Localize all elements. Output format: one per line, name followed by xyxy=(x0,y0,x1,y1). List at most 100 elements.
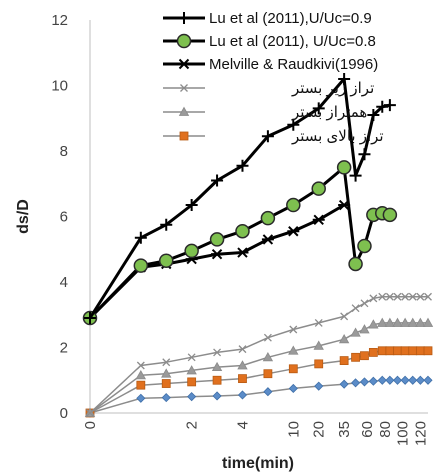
data-point xyxy=(369,294,378,303)
data-point xyxy=(288,364,298,374)
axes xyxy=(89,20,428,414)
legend-item: تراز زیر بستر xyxy=(163,80,374,97)
data-point xyxy=(422,317,434,327)
data-point xyxy=(261,130,274,143)
y-tick-labels: 0 2 4 6 8 10 12 xyxy=(51,12,68,422)
series-line xyxy=(89,295,428,414)
data-point xyxy=(338,72,351,85)
data-point xyxy=(263,333,272,342)
data-point xyxy=(212,391,222,401)
data-point xyxy=(176,33,192,49)
y-tick-label: 8 xyxy=(60,143,68,160)
data-point xyxy=(236,247,249,258)
data-point xyxy=(424,292,432,301)
data-point xyxy=(178,58,190,70)
legend-item: تراز بالای بستر xyxy=(163,128,384,145)
data-point xyxy=(178,12,190,24)
data-point xyxy=(261,234,274,245)
data-point xyxy=(314,318,323,327)
data-point xyxy=(349,169,362,182)
data-point xyxy=(415,375,425,385)
data-point xyxy=(360,351,369,361)
data-point xyxy=(162,358,171,367)
data-point xyxy=(187,392,197,402)
data-point xyxy=(180,84,188,92)
data-point xyxy=(393,346,402,356)
data-point xyxy=(187,377,197,387)
data-point xyxy=(313,340,324,350)
data-point xyxy=(348,256,363,272)
data-point xyxy=(238,374,247,384)
data-point xyxy=(377,346,387,356)
x-tick-label: 2 xyxy=(184,421,201,429)
data-point xyxy=(211,248,224,260)
x-tick-labels: 0 2 4 10 20 35 60 80 100 120 xyxy=(82,421,429,446)
data-point xyxy=(161,368,172,378)
data-point xyxy=(339,379,349,389)
data-point xyxy=(399,317,411,327)
legend-label: Lu et al (2011),U/Uc=0.9 xyxy=(209,10,372,27)
x-axis-title: time(min) xyxy=(222,455,294,472)
data-point xyxy=(286,197,301,213)
data-point xyxy=(238,345,247,354)
data-point xyxy=(392,375,403,385)
data-point xyxy=(314,359,324,369)
data-point xyxy=(385,292,394,301)
data-point xyxy=(312,102,325,115)
data-point xyxy=(184,243,199,259)
x-tick-label: 120 xyxy=(412,421,429,446)
data-point xyxy=(161,393,171,403)
data-point xyxy=(287,226,300,237)
data-point xyxy=(209,232,225,247)
y-tick-label: 12 xyxy=(51,12,68,29)
data-point xyxy=(368,348,378,357)
data-point xyxy=(351,352,360,362)
data-point xyxy=(135,370,147,380)
x-tick-label: 35 xyxy=(336,421,353,438)
data-point xyxy=(385,375,395,385)
legend-item: Lu et al (2011),U/Uc=0.9 xyxy=(163,10,372,27)
data-point xyxy=(133,258,149,273)
data-point xyxy=(136,361,145,370)
legend-label: تراز زیر بستر xyxy=(291,80,374,97)
data-point xyxy=(368,319,379,329)
data-point xyxy=(358,148,371,161)
data-point xyxy=(179,131,189,141)
data-point xyxy=(186,365,197,375)
data-point xyxy=(415,317,426,327)
data-point xyxy=(158,253,174,268)
data-point xyxy=(384,317,396,327)
data-point xyxy=(136,393,146,403)
series-6 xyxy=(85,375,433,418)
data-point xyxy=(136,380,146,390)
data-point xyxy=(360,299,369,308)
data-point xyxy=(289,325,298,334)
data-point xyxy=(382,207,398,223)
data-point xyxy=(288,383,298,394)
data-point xyxy=(401,292,410,301)
data-point xyxy=(263,387,273,397)
series-line xyxy=(88,165,391,320)
series-1 xyxy=(82,160,398,326)
data-point xyxy=(400,375,410,385)
data-point xyxy=(187,353,196,362)
data-point xyxy=(178,106,190,116)
data-point xyxy=(237,360,248,370)
data-point xyxy=(407,317,418,327)
data-point xyxy=(211,174,224,187)
legend-label: Lu et al (2011), U/Uc=0.8 xyxy=(209,33,376,50)
data-point xyxy=(351,304,360,313)
data-point xyxy=(211,361,223,372)
y-tick-label: 0 xyxy=(60,405,68,422)
data-point xyxy=(336,160,352,175)
x-tick-label: 100 xyxy=(395,421,412,446)
data-point xyxy=(423,346,433,356)
data-point xyxy=(288,345,299,355)
data-point xyxy=(212,375,222,385)
data-point xyxy=(415,346,425,356)
data-point xyxy=(185,199,198,212)
legend-item: همتراز بستر xyxy=(163,104,367,121)
legend: Lu et al (2011),U/Uc=0.9 Lu et al (2011),… xyxy=(163,10,384,145)
x-tick-label: 60 xyxy=(359,421,376,438)
series-0 xyxy=(84,72,396,325)
